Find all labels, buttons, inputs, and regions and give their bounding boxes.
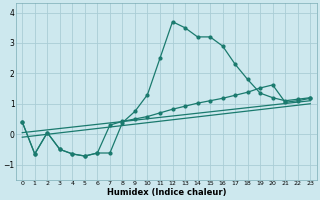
X-axis label: Humidex (Indice chaleur): Humidex (Indice chaleur) (107, 188, 226, 197)
